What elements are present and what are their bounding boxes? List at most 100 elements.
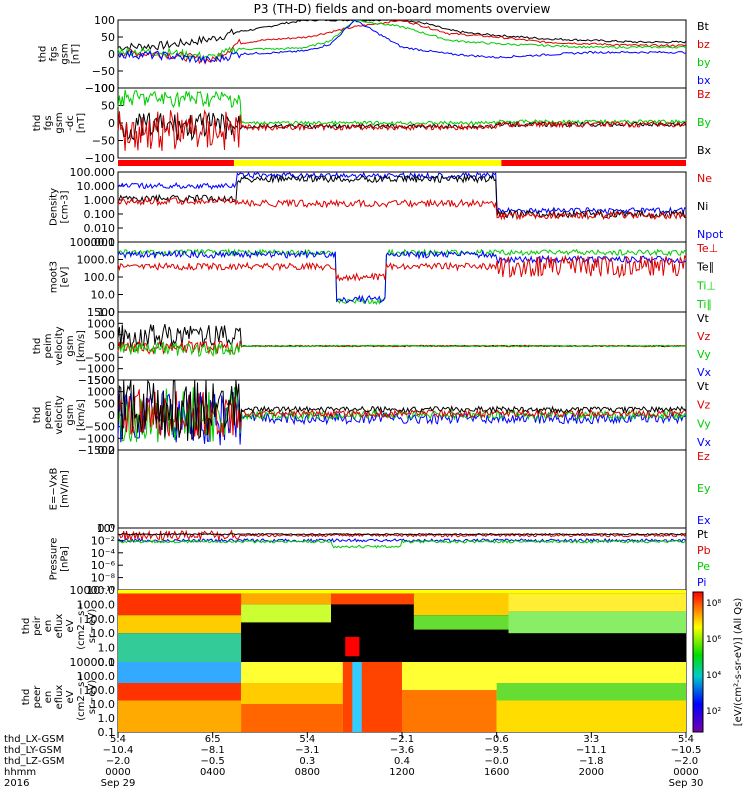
colorbar-tick-label: 10⁶ bbox=[706, 635, 721, 645]
legend-entry: bz bbox=[697, 38, 710, 51]
y-label-line: (cm2−s− bbox=[76, 673, 87, 720]
legend-entry: Vx bbox=[697, 366, 712, 379]
y-label-line: eV bbox=[65, 690, 76, 703]
spec-cell bbox=[241, 704, 343, 732]
x-tick-label: −9.5 bbox=[485, 745, 509, 756]
y-tick-label: 10⁻⁶ bbox=[91, 559, 116, 572]
spec-cell bbox=[118, 615, 242, 634]
y-tick-label: 10.0 bbox=[91, 698, 116, 711]
y-label-line: eflux bbox=[54, 614, 65, 639]
y-label-line: sr−eV) bbox=[87, 680, 98, 715]
y-tick-label: −500 bbox=[85, 421, 115, 434]
spec-cell bbox=[118, 633, 242, 662]
series-Pb bbox=[117, 529, 687, 542]
x-tick-label: 2000 bbox=[579, 767, 604, 778]
x-tick-label: 1600 bbox=[484, 767, 509, 778]
y-tick-label: −1000 bbox=[78, 432, 115, 445]
y-axis-label: Density [cm-3] bbox=[49, 188, 71, 226]
series-bz bbox=[117, 19, 687, 65]
spec-cell bbox=[413, 615, 509, 630]
x-tick-label: 0.4 bbox=[394, 756, 410, 767]
colorbar-tick-label: 10⁴ bbox=[706, 671, 721, 681]
x-tick-label: −3.6 bbox=[390, 745, 414, 756]
legend-entry: Bz bbox=[697, 88, 711, 101]
series-e-Vy bbox=[117, 386, 687, 443]
y-label-line: sr−eV) bbox=[87, 609, 98, 644]
y-tick-label: 1500 bbox=[87, 306, 115, 319]
y-label-line: fgs bbox=[49, 46, 60, 61]
y-axis-label: thd fgs gsm [nT] bbox=[38, 43, 82, 64]
y-tick-label: 100 bbox=[94, 14, 115, 27]
y-label-line: moot3 bbox=[49, 261, 60, 293]
y-label-line: thd bbox=[21, 689, 32, 706]
y-axis-label: thd peer en eflux eV (cm2−s− sr−eV) bbox=[21, 673, 98, 720]
plot-title: P3 (TH-D) fields and on-board moments ov… bbox=[254, 2, 551, 16]
spec-cell bbox=[413, 593, 509, 616]
y-label-line: [nT] bbox=[76, 113, 87, 133]
traces-5 bbox=[117, 379, 687, 446]
legend-entry: Ex bbox=[697, 514, 711, 527]
y-label-line: peir bbox=[32, 615, 43, 635]
y-tick-label: 100.0 bbox=[84, 613, 116, 626]
y-tick-label: 100.000 bbox=[70, 166, 116, 179]
y-label-line: [nPa] bbox=[60, 546, 71, 572]
y-label-line: gsm bbox=[65, 404, 76, 425]
spec-cell bbox=[118, 700, 242, 732]
y-label-line: peim bbox=[43, 333, 54, 358]
colorbar: 10⁸ 10⁶ 10⁴ 10² [eV/(cm²-s-sr-eV)] (All Qs) bbox=[692, 591, 744, 733]
y-tick-label: 0.001 bbox=[84, 236, 116, 249]
y-label-line: velocity bbox=[54, 326, 65, 365]
legend-entry: Vy bbox=[697, 348, 711, 361]
y-tick-label: 10000.0 bbox=[70, 584, 116, 597]
x-tick-label: −8.1 bbox=[201, 745, 225, 756]
x-tick-label: 0000 bbox=[105, 767, 130, 778]
y-label-line: thd bbox=[32, 338, 43, 355]
x-row-label: thd_LZ-GSM bbox=[4, 756, 65, 767]
spec-cell bbox=[241, 593, 331, 605]
y-tick-label: 1000 bbox=[87, 386, 115, 399]
legend-entry: Te∥ bbox=[696, 261, 714, 274]
y-label-line: gsm bbox=[60, 43, 71, 64]
series-By bbox=[117, 89, 687, 126]
legend-entry: Bx bbox=[697, 144, 712, 157]
x-tick-label: −3.1 bbox=[295, 745, 319, 756]
mode-bar bbox=[118, 160, 686, 166]
legend-entry: By bbox=[697, 116, 712, 129]
series-Npot bbox=[117, 171, 687, 216]
spec-cell bbox=[241, 683, 343, 704]
y-tick-label: 50 bbox=[101, 100, 115, 113]
y-tick-label: 10000.0 bbox=[70, 236, 116, 249]
y-tick-label: 1000 bbox=[87, 317, 115, 330]
spec-cell bbox=[508, 611, 686, 634]
y-tick-label: 0.1 bbox=[98, 656, 116, 669]
y-axis-label: E=−VxB [mV/m] bbox=[49, 468, 71, 511]
y-label-line: en bbox=[43, 691, 54, 704]
y-tick-label: 500 bbox=[94, 329, 115, 342]
x-tick-label: 5.4 bbox=[110, 734, 126, 745]
series-Bz bbox=[117, 109, 687, 152]
legend-entry: Pt bbox=[697, 528, 709, 541]
y-tick-label: 100.0 bbox=[84, 271, 116, 284]
y-tick-label: 500 bbox=[94, 397, 115, 410]
y-tick-label: 10⁰ bbox=[97, 522, 116, 535]
y-label-line: gsm bbox=[65, 335, 76, 356]
series-Teperp bbox=[117, 254, 687, 282]
y-axis-label: thd peir en eflux eV (cm2−s− sr−eV) bbox=[21, 602, 98, 649]
y-tick-label: −500 bbox=[85, 351, 115, 364]
y-label-line: eV bbox=[65, 619, 76, 632]
legend-entry: bx bbox=[697, 74, 711, 87]
traces-4 bbox=[117, 323, 687, 358]
traces-2 bbox=[117, 171, 687, 221]
legend-entry: Bt bbox=[697, 20, 710, 33]
x-row-label: hhmm bbox=[4, 767, 36, 778]
x-tick-label: −2.0 bbox=[674, 756, 698, 767]
y-tick-label: 1.000 bbox=[84, 194, 116, 207]
legend-entry: Ez bbox=[697, 450, 710, 463]
legend-entry: Vx bbox=[697, 436, 712, 449]
x-tick-label: 5.4 bbox=[299, 734, 315, 745]
traces-7 bbox=[117, 529, 687, 549]
mode-bar-segment bbox=[233, 160, 502, 166]
y-tick-label: 0.0 bbox=[98, 522, 116, 535]
